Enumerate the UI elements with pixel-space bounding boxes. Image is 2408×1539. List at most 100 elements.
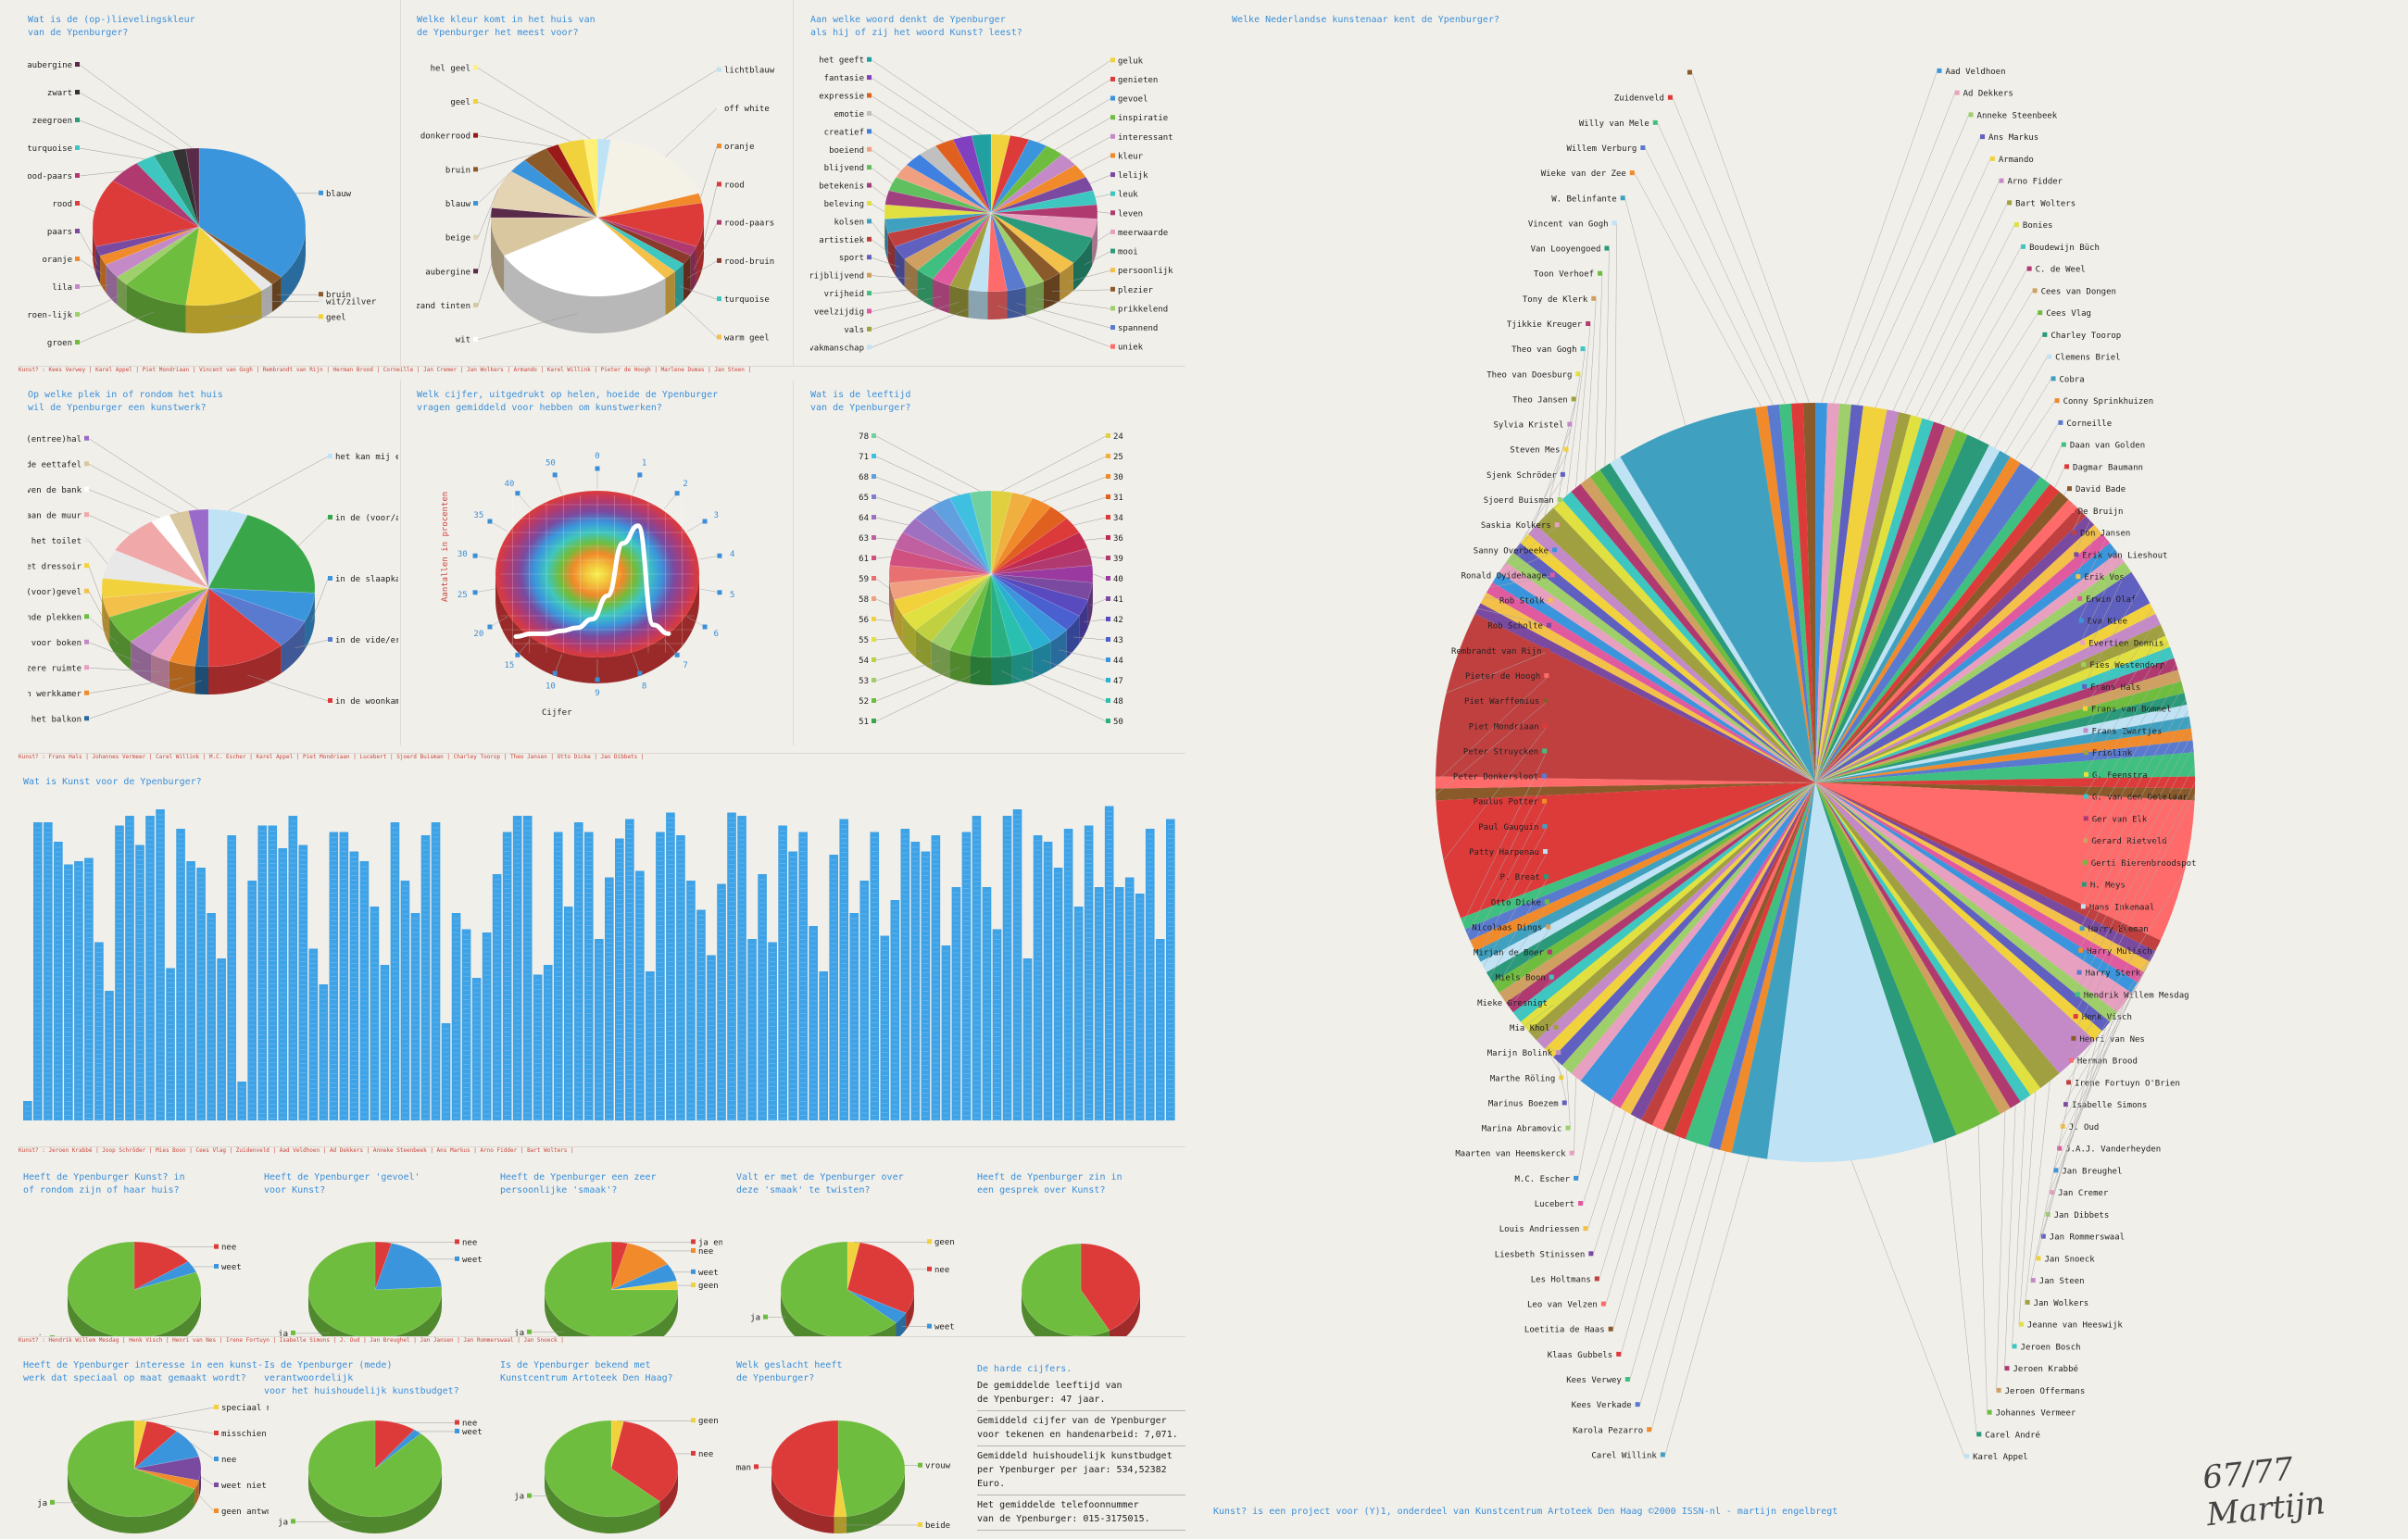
bar-71 <box>747 939 757 1120</box>
bar-50 <box>533 974 543 1120</box>
legend-swatch <box>1560 471 1565 477</box>
tick-marker <box>515 652 520 657</box>
pie-side-wit-zilver <box>261 283 272 319</box>
pie-slice-ans-markus <box>1815 404 1863 782</box>
pie-slice-friolink <box>1815 624 2166 782</box>
pie-slice-speciaal-niet <box>133 1420 147 1470</box>
pie-slice-kolsen <box>884 212 992 234</box>
pie-slice-41 <box>990 573 1093 601</box>
pie-label-meet-is-ruimte-voor-boken: meet is ruimte voor boken <box>28 639 82 648</box>
pie-side-vakmanschap <box>968 290 988 319</box>
legend-swatch <box>2067 486 2073 492</box>
pie-side-55 <box>902 616 916 658</box>
pie-label-43: 43 <box>1113 636 1123 645</box>
panel-gender: Welk geslacht heeft de Ypenburger? man vr… <box>736 1359 959 1533</box>
bar-1 <box>33 822 43 1120</box>
artist-label-karel-appel: Karel Appel <box>1973 1453 2028 1462</box>
pie-slice-c-de-weel <box>1815 421 1946 782</box>
bar-95 <box>992 929 1002 1120</box>
bar-107 <box>1114 887 1124 1120</box>
legend-swatch <box>1624 1377 1630 1382</box>
tick-label-6: 6 <box>713 630 718 639</box>
pie-slice-harry-mulisch <box>1815 728 2193 782</box>
pie-slice-groen <box>125 226 200 306</box>
legend-swatch <box>1110 172 1115 178</box>
pie-label-61: 61 <box>859 555 869 564</box>
legend-swatch <box>763 1314 768 1320</box>
pie-side-vrouw <box>847 1469 905 1533</box>
pie-label-vrouw: vrouw <box>925 1462 951 1471</box>
bar-8 <box>105 991 114 1120</box>
bar-86 <box>900 829 910 1120</box>
bar-90 <box>941 945 951 1120</box>
panel-title: Op welke plek in of rondom het huis wil … <box>28 390 223 413</box>
artist-label-zuidenveld: Zuidenveld <box>1614 94 1664 104</box>
pie-slice-59 <box>888 565 992 583</box>
bar-texture-20 <box>228 840 235 1120</box>
pie-label-52: 52 <box>859 697 869 707</box>
pie-label-het-geeft: het geeft <box>819 56 864 66</box>
pie-chart-conversation <box>1021 1243 1141 1336</box>
bar-55 <box>583 832 594 1120</box>
artist-label-otto-dicke: Otto Dicke <box>1491 898 1541 907</box>
pie-label-ja-en-nee: ja en nee <box>698 1238 722 1247</box>
pie-label-geen-antwoord: geen antwoord <box>934 1238 959 1247</box>
pie-slice-ja <box>544 1420 660 1518</box>
legend-swatch <box>867 291 872 296</box>
panel-art-budget: Is de Ypenburger (mede) verantwoordelijk… <box>264 1359 486 1533</box>
pie-slice-sjoerd-buisman <box>1506 552 1815 782</box>
pie-slice-55 <box>902 573 992 631</box>
panel-title: Welk cijfer, uitgedrukt op helen, hoeide… <box>417 390 719 413</box>
legend-swatch <box>84 461 89 467</box>
pie-side-groen-lijk <box>117 277 127 312</box>
pie-slice-58 <box>889 573 992 601</box>
bar-18 <box>207 913 216 1120</box>
legend-swatch <box>2050 1190 2055 1195</box>
pie-slice-louis-andriessen <box>1620 782 1815 1115</box>
pie-slice-kees-verkade <box>1708 782 1815 1150</box>
bar-30 <box>329 832 339 1120</box>
pie-label-vrijheid: vrijheid <box>824 290 864 299</box>
pie-slice-p-breat <box>1486 782 1815 983</box>
pie-slice-karel-appel <box>1767 782 1934 1162</box>
legend-swatch <box>455 1239 459 1245</box>
pie-chart-favorite-color: aubergine zwart zeegroen turquoise rood-paar… <box>28 61 377 348</box>
bar-82 <box>859 881 870 1120</box>
pie-slice-carel-andr <box>1815 782 1957 1144</box>
legend-swatch <box>1106 617 1110 621</box>
pie-label-vals: vals <box>844 326 864 335</box>
bar-texture-102 <box>1065 833 1072 1118</box>
legend-swatch <box>1652 119 1658 125</box>
pie-slice-theo-van-gogh <box>1561 491 1815 782</box>
pie-label-persoonlijk: persoonlijk <box>1118 267 1173 276</box>
legend-swatch <box>2080 640 2086 645</box>
bar-texture-84 <box>881 941 888 1118</box>
legend-swatch <box>2038 310 2043 316</box>
pie-label-artistiek: artistiek <box>819 236 864 245</box>
legend-swatch <box>1106 678 1110 682</box>
pie-slice-sport <box>894 212 992 260</box>
artist-label-henk-visch: Henk Visch <box>2082 1013 2132 1022</box>
pie-label-rood: rood <box>724 181 745 190</box>
pie-slice-wit-zilver <box>198 226 273 292</box>
legend-swatch <box>717 257 721 263</box>
pie-slice-g-feenstra <box>1815 635 2171 782</box>
panel-custom-artwork: Heeft de Ypenburger interesse in een kun… <box>23 1359 269 1533</box>
pie-slice-bart-wolters <box>1815 412 1911 782</box>
legend-swatch <box>2066 1080 2072 1085</box>
pie-label-42: 42 <box>1113 616 1123 625</box>
pie-slice-peter-struycken <box>1460 782 1815 930</box>
pie-slice-carel-willink <box>1731 782 1815 1159</box>
legend-swatch <box>1575 371 1581 377</box>
pie-label-kolsen: kolsen <box>834 218 864 227</box>
bar-37 <box>400 881 410 1120</box>
bar-5 <box>74 861 83 1120</box>
bar-texture-41 <box>443 1028 449 1118</box>
pie-slice-beide <box>834 1468 847 1518</box>
bar-texture-90 <box>943 950 949 1119</box>
pie-label-rood: rood <box>52 200 72 209</box>
legend-swatch <box>1550 999 1556 1005</box>
bar-58 <box>615 838 624 1120</box>
artist-label-isabelle-simons: Isabelle Simons <box>2072 1101 2147 1110</box>
pie-label-verschillende-plekken: verschillende plekken <box>28 613 82 622</box>
